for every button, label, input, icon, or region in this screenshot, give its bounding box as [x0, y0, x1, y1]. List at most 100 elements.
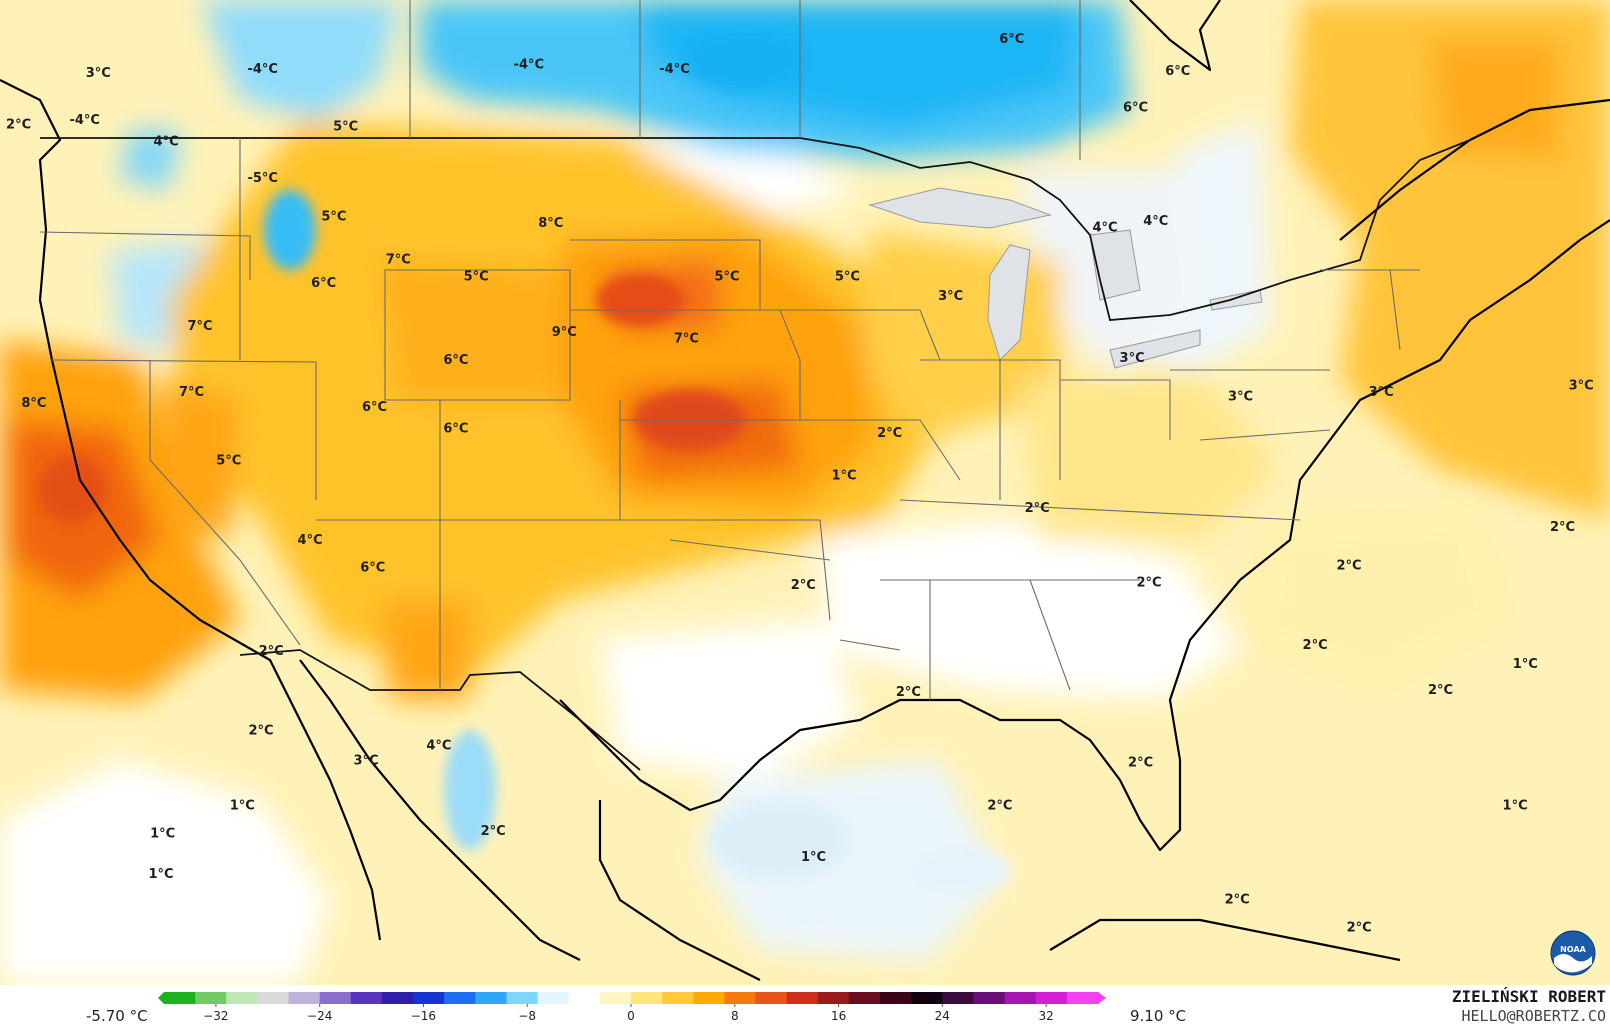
temperature-label: 2°C	[877, 426, 902, 441]
colorbar-segment	[226, 992, 258, 1004]
temperature-label: 4°C	[298, 533, 323, 548]
colorbar-tick-label: 32	[1038, 1009, 1053, 1023]
colorbar-tick-label: −16	[411, 1009, 436, 1023]
colorbar-segment	[911, 992, 943, 1004]
temperature-label: 2°C	[6, 118, 31, 133]
colorbar-segment	[195, 992, 227, 1004]
temperature-label: 1°C	[801, 850, 826, 865]
author-email: HELLO@ROBERTZ.CO	[1461, 1007, 1607, 1025]
temperature-label: 2°C	[896, 685, 921, 700]
colorbar-segment	[475, 992, 508, 1004]
temperature-label: 5°C	[464, 270, 489, 285]
colorbar-segment	[786, 992, 819, 1004]
temperature-label: 6°C	[360, 561, 385, 576]
temperature-label: 6°C	[1123, 100, 1148, 115]
temperature-label: 1°C	[150, 826, 175, 841]
temperature-label: 1°C	[230, 798, 255, 813]
colorbar-segment	[973, 992, 1006, 1004]
map-canvas: 3°C -4°C -4°C -4°C 6°C 6°C -4°C 6°C 2°C 5°C 4°C -5°…	[0, 0, 1610, 985]
legend-bar: -5.70 °C −32 −24 −16 −8 0 8 16 24 32 9.10 °C ZIE…	[0, 985, 1610, 1035]
temperature-label: 5°C	[714, 270, 739, 285]
colorbar-segment	[599, 992, 632, 1004]
temperature-label: 3°C	[1369, 385, 1394, 400]
colorbar-max-arrow	[1098, 992, 1106, 1004]
temperature-label: 2°C	[791, 578, 816, 593]
temperature-label: 7°C	[674, 332, 699, 347]
temperature-label: 3°C	[1120, 351, 1145, 366]
colorbar-tick-label: −32	[203, 1009, 228, 1023]
temperature-label: 2°C	[481, 824, 506, 839]
temperature-label: 2°C	[259, 644, 284, 659]
scale-max-value: 9.10 °C	[1130, 1007, 1187, 1025]
great-lakes	[868, 187, 1263, 369]
colorbar-segment	[817, 992, 850, 1004]
temperature-label: 3°C	[86, 66, 111, 81]
temperature-labels: 3°C -4°C -4°C -4°C 6°C 6°C -4°C 6°C 2°C 5°C 4°C -5°…	[6, 32, 1594, 936]
temperature-label: 2°C	[248, 724, 273, 739]
temperature-anomaly-map: 3°C -4°C -4°C -4°C 6°C 6°C -4°C 6°C 2°C 5°C 4°C -5°…	[0, 0, 1610, 985]
noaa-logo-icon: NOAA	[1550, 930, 1596, 976]
temperature-label: -4°C	[247, 62, 277, 77]
state-borders	[39, 0, 1420, 700]
temperature-label: 1°C	[148, 867, 173, 882]
colorbar-segment	[257, 992, 290, 1004]
temperature-label: 2°C	[1225, 893, 1250, 908]
temperature-label: 6°C	[1165, 64, 1190, 79]
temperature-label: 9°C	[552, 325, 577, 340]
colorbar-tick-label: 8	[731, 1009, 739, 1023]
temperature-label: 1°C	[1513, 657, 1538, 672]
colorbar-segment	[693, 992, 725, 1004]
temperature-label: 5°C	[216, 454, 241, 469]
temperature-label: 2°C	[1136, 576, 1161, 591]
temperature-label: 6°C	[999, 32, 1024, 47]
colorbar-tick-label: −8	[518, 1009, 536, 1023]
temperature-label: 1°C	[1503, 798, 1528, 813]
temperature-label: 5°C	[321, 210, 346, 225]
temperature-label: 4°C	[426, 739, 451, 754]
colorbar-segment	[662, 992, 694, 1004]
author-name: ZIELIŃSKI ROBERT	[1451, 987, 1606, 1006]
colorbar-segment	[724, 992, 757, 1004]
colorbar-segment	[1066, 992, 1099, 1004]
temperature-label: 3°C	[938, 289, 963, 304]
temperature-label: 6°C	[443, 422, 468, 437]
temperature-label: 4°C	[154, 135, 179, 150]
temperature-label: 3°C	[1569, 379, 1594, 394]
temperature-label: 7°C	[187, 319, 212, 334]
anomaly-detail	[38, 32, 1010, 894]
temperature-colorbar: −32 −24 −16 −8 0 8 16 24 32	[158, 992, 1106, 1023]
temperature-label: 2°C	[1428, 683, 1453, 698]
temperature-label: 3°C	[354, 753, 379, 768]
temperature-label: 2°C	[1128, 756, 1153, 771]
temperature-label: -4°C	[69, 113, 99, 128]
colorbar-segment	[164, 992, 196, 1004]
temperature-label: 6°C	[311, 276, 336, 291]
colorbar-tick-label: 16	[831, 1009, 846, 1023]
colorbar-segment	[506, 992, 539, 1004]
scale-min-value: -5.70 °C	[86, 1007, 148, 1025]
colorbar-segment	[848, 992, 881, 1004]
temperature-label: 2°C	[987, 798, 1012, 813]
temperature-label: 5°C	[835, 270, 860, 285]
temperature-label: 3°C	[1228, 389, 1253, 404]
colorbar-segment	[880, 992, 912, 1004]
colorbar-segment	[568, 992, 601, 1004]
colorbar-segment	[755, 992, 788, 1004]
colorbar-tick-label: 0	[627, 1009, 635, 1023]
temperature-label: 8°C	[538, 216, 563, 231]
colorbar-segment	[319, 992, 352, 1004]
temperature-label: 6°C	[362, 400, 387, 415]
temperature-label: 5°C	[333, 120, 358, 135]
colorbar-segment	[381, 992, 414, 1004]
colorbar-min-arrow	[158, 992, 164, 1004]
colorbar-segment	[942, 992, 975, 1004]
temperature-label: 1°C	[831, 469, 856, 484]
colorbar-segment	[444, 992, 476, 1004]
temperature-label: 2°C	[1550, 520, 1575, 535]
temperature-label: 4°C	[1143, 214, 1168, 229]
temperature-label: 7°C	[179, 385, 204, 400]
temperature-label: 6°C	[443, 353, 468, 368]
temperature-label: -5°C	[247, 171, 277, 186]
colorbar-tick-label: 24	[935, 1009, 950, 1023]
temperature-label: -4°C	[514, 58, 544, 73]
